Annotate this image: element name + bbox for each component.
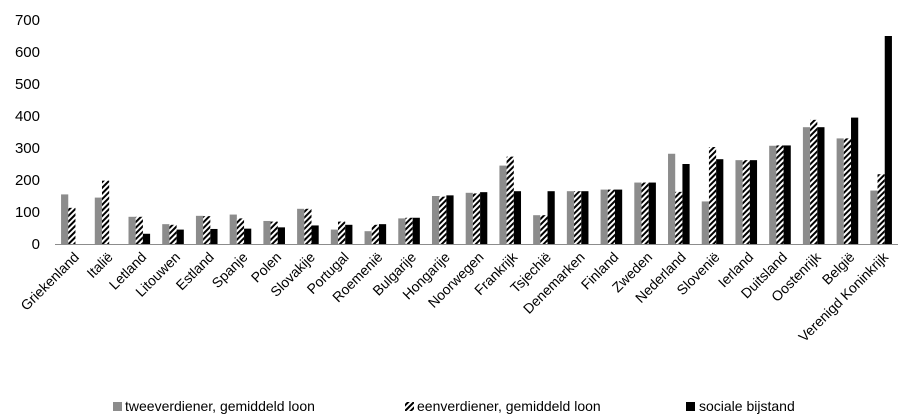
bar-1-11: [439, 196, 447, 244]
bar-0-4: [195, 215, 204, 244]
bar-2-9: [378, 224, 387, 244]
bar-1-2: [135, 216, 143, 244]
bar-0-1: [94, 197, 102, 244]
bar-2-19: [716, 159, 724, 244]
category-label: Griekenland: [17, 249, 82, 314]
bar-1-17: [641, 182, 649, 244]
bars: [61, 36, 892, 244]
bar-0-16: [600, 189, 608, 244]
bar-2-6: [277, 227, 285, 244]
bar-0-24: [870, 190, 878, 244]
bar-1-14: [540, 215, 548, 244]
bar-2-11: [446, 195, 454, 244]
y-tick-label: 400: [15, 108, 40, 125]
legend-label-0: tweeverdiener, gemiddeld loon: [125, 398, 315, 414]
bar-1-10: [405, 217, 413, 244]
bar-1-15: [574, 191, 582, 244]
bar-2-20: [749, 160, 758, 244]
bar-2-21: [783, 145, 791, 244]
bar-2-8: [345, 224, 353, 244]
bar-1-20: [742, 160, 750, 244]
bar-1-18: [675, 191, 683, 244]
bar-1-13: [506, 156, 514, 244]
bar-2-16: [614, 189, 623, 244]
bar-2-14: [547, 191, 555, 244]
bar-0-19: [701, 201, 709, 244]
bar-0-0: [61, 194, 69, 244]
bar-2-5: [244, 228, 252, 244]
bar-0-11: [431, 196, 440, 244]
y-tick-label: 500: [15, 76, 40, 93]
bar-0-18: [668, 153, 676, 244]
bar-2-24: [884, 36, 892, 244]
bar-1-3: [169, 224, 177, 244]
bar-0-15: [566, 191, 575, 244]
bar-0-17: [634, 182, 642, 244]
bar-0-6: [263, 220, 271, 244]
bar-2-2: [142, 233, 151, 244]
bar-1-7: [304, 208, 312, 244]
y-tick-label: 700: [15, 12, 40, 29]
bar-2-4: [210, 228, 218, 244]
bar-2-7: [311, 225, 319, 244]
bar-1-9: [371, 224, 379, 244]
legend-swatch-2: [686, 402, 695, 411]
category-label: Estland: [173, 249, 217, 293]
x-axis: Griekenland ItaliëLetlandLitouwenEstlandS…: [17, 244, 898, 345]
bar-0-7: [297, 208, 305, 244]
y-tick-label: 0: [32, 236, 40, 253]
bar-0-2: [128, 216, 136, 244]
category-label: Spanje: [208, 249, 250, 291]
bar-0-9: [364, 231, 372, 244]
y-tick-label: 600: [15, 44, 40, 61]
bar-2-18: [682, 164, 690, 244]
bar-0-23: [836, 138, 844, 244]
bar-1-5: [236, 218, 245, 244]
bar-0-20: [735, 160, 743, 244]
bar-1-24: [877, 174, 885, 244]
bar-1-8: [338, 221, 346, 244]
bar-1-0: [68, 207, 76, 244]
bar-0-21: [769, 145, 777, 244]
bar-1-21: [776, 145, 784, 244]
bar-0-5: [229, 214, 237, 244]
legend-swatch-1: [405, 402, 414, 411]
bar-1-6: [270, 221, 278, 244]
legend-label-2: sociale bijstand: [699, 398, 795, 414]
bar-1-4: [203, 216, 211, 244]
bar-2-23: [851, 117, 859, 244]
bar-2-15: [581, 191, 589, 244]
bar-1-12: [472, 193, 481, 244]
bar-1-16: [607, 189, 615, 244]
y-axis: 0 100 200 300 400 500 600 700: [15, 12, 40, 253]
bar-1-1: [101, 180, 110, 244]
bar-2-13: [513, 191, 522, 244]
legend-label-1: eenverdiener, gemiddeld loon: [417, 398, 601, 414]
legend-swatch-0: [113, 402, 122, 411]
bar-0-22: [802, 127, 811, 244]
bar-2-12: [480, 192, 488, 244]
y-tick-label: 300: [15, 140, 40, 157]
bar-0-13: [499, 165, 507, 244]
bar-0-10: [398, 218, 406, 244]
bar-0-14: [533, 215, 541, 244]
legend: tweeverdiener, gemiddeld loon eenverdiene…: [113, 398, 795, 414]
bar-1-22: [810, 119, 818, 244]
bar-0-8: [330, 229, 339, 244]
bar-2-17: [648, 182, 656, 244]
y-tick-label: 200: [15, 172, 40, 189]
bar-0-3: [162, 224, 170, 244]
bar-2-10: [412, 217, 420, 244]
bar-2-22: [817, 127, 825, 244]
y-tick-label: 100: [15, 204, 40, 221]
bar-1-23: [843, 138, 852, 244]
bar-0-12: [465, 192, 473, 244]
bar-2-3: [176, 229, 184, 244]
bar-1-19: [708, 147, 717, 244]
